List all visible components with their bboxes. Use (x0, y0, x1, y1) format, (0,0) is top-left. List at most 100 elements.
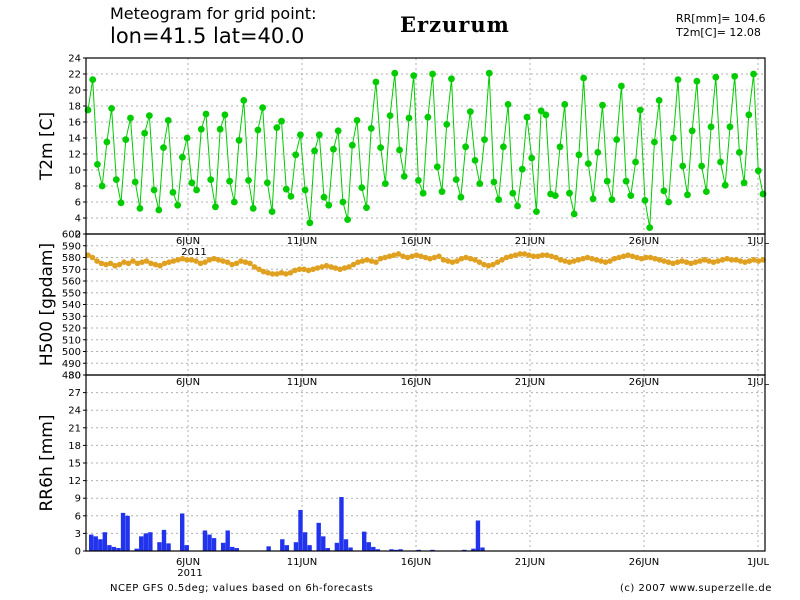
data-point (440, 257, 447, 263)
data-point (363, 204, 370, 212)
data-point (454, 258, 460, 264)
rain-bar (102, 532, 108, 551)
data-point (377, 255, 384, 262)
data-point (537, 107, 545, 115)
data-point (683, 259, 690, 266)
data-point (409, 253, 415, 260)
data-point (242, 259, 249, 266)
y-tick-label: 550 (62, 288, 81, 299)
data-point (260, 268, 267, 275)
y-tick-label: 4 (75, 214, 81, 225)
data-point (433, 163, 441, 171)
rain-bar (202, 530, 208, 551)
data-point (400, 253, 406, 260)
data-point (377, 144, 385, 152)
data-point (251, 264, 258, 270)
data-point (584, 254, 591, 261)
data-point (278, 269, 285, 276)
data-point (117, 199, 125, 207)
data-point (556, 143, 564, 151)
data-point (692, 259, 699, 266)
data-point (566, 259, 573, 266)
y-axis-label: RR6h [mm] (37, 414, 57, 511)
rain-bar (280, 539, 285, 551)
data-point (641, 197, 649, 204)
data-point (323, 262, 330, 269)
data-point (263, 179, 271, 187)
data-point (575, 151, 583, 159)
series-line (87, 73, 764, 228)
data-point (238, 258, 244, 264)
rain-bar (107, 545, 112, 551)
data-point (656, 257, 663, 263)
data-point (481, 136, 488, 144)
y-tick-label: 560 (62, 277, 81, 288)
data-point (632, 158, 639, 166)
data-point (665, 198, 672, 206)
data-point (697, 258, 703, 264)
data-point (602, 259, 609, 266)
data-point (206, 257, 213, 263)
data-point (652, 255, 658, 262)
data-point (174, 201, 182, 209)
data-point (337, 266, 343, 273)
data-point (287, 193, 295, 200)
data-point (344, 216, 352, 224)
data-point (509, 189, 517, 197)
y-tick-label: 18 (68, 441, 81, 452)
data-point (517, 251, 523, 257)
data-point (419, 189, 427, 197)
y-tick-label: 590 (62, 241, 81, 252)
data-point (638, 255, 645, 262)
data-point (197, 125, 205, 133)
data-point (503, 254, 510, 261)
data-point (141, 129, 149, 137)
data-point (571, 258, 577, 264)
y-tick-label: 510 (62, 335, 81, 346)
data-point (103, 261, 109, 268)
data-point (728, 257, 735, 263)
data-point (143, 258, 150, 264)
y-tick-label: 530 (62, 312, 81, 323)
data-point (396, 146, 403, 154)
data-point (466, 108, 474, 115)
data-point (373, 259, 379, 266)
data-point (707, 123, 715, 131)
data-point (611, 255, 618, 262)
data-point (175, 257, 181, 263)
data-point (283, 271, 289, 277)
data-point (629, 253, 636, 260)
data-point (737, 258, 744, 264)
data-point (341, 265, 348, 271)
data-point (717, 158, 724, 166)
date-label: 6JUN (176, 557, 200, 568)
data-point (445, 258, 451, 264)
date-label: 11JUN (287, 236, 317, 247)
data-point (481, 261, 487, 268)
data-point (188, 179, 196, 187)
data-point (655, 97, 663, 104)
data-point (731, 73, 739, 80)
data-point (292, 267, 298, 274)
data-point (364, 257, 370, 263)
data-point (472, 257, 478, 263)
data-point (415, 177, 422, 184)
data-point (742, 259, 748, 266)
data-point (627, 192, 635, 200)
data-point (499, 257, 505, 263)
data-point (160, 144, 167, 152)
data-point (332, 265, 339, 271)
data-point (193, 258, 199, 264)
data-point (148, 260, 154, 267)
date-label: 26JUN (629, 557, 659, 568)
data-point (197, 260, 204, 267)
y-tick-label: 15 (68, 459, 81, 470)
y-tick-label: 490 (62, 359, 81, 370)
data-point (679, 258, 685, 264)
year-label: 2011 (181, 247, 206, 258)
data-point (108, 105, 116, 112)
data-point (674, 76, 682, 83)
data-point (589, 255, 595, 262)
y-tick-label: 0 (75, 547, 81, 558)
